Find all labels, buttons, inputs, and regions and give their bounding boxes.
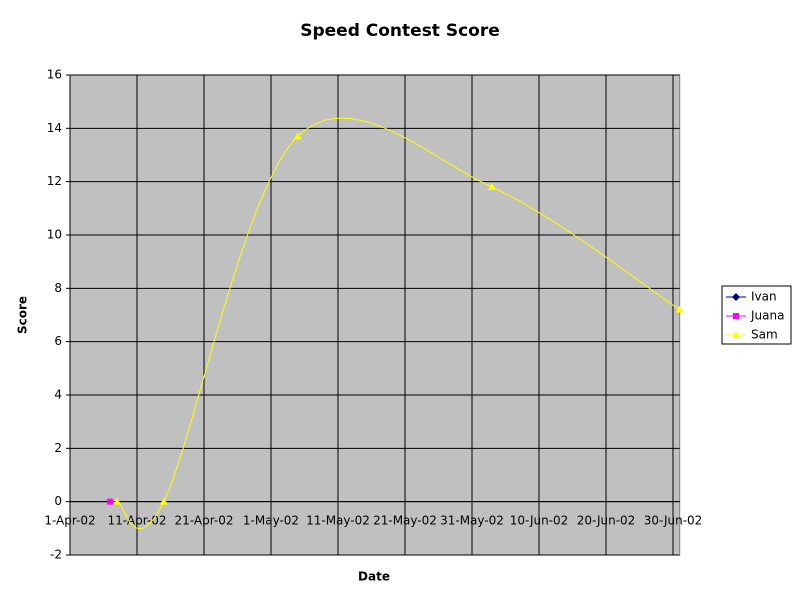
y-tick-label: 8 (54, 281, 62, 295)
y-tick-label: -2 (50, 548, 62, 562)
x-tick-label: 10-Jun-02 (510, 514, 569, 528)
marker (107, 498, 114, 505)
x-tick-label: 1-May-02 (243, 514, 299, 528)
x-tick-label: 11-May-02 (306, 514, 370, 528)
x-tick-label: 30-Jun-02 (644, 514, 703, 528)
legend-label: Sam (751, 328, 778, 342)
x-tick-label: 20-Jun-02 (577, 514, 636, 528)
marker (293, 132, 302, 140)
marker (732, 331, 740, 338)
marker (732, 293, 740, 301)
y-tick-label: 16 (47, 68, 62, 82)
y-tick-label: 12 (47, 174, 62, 188)
legend: Ivan Juana Sam (721, 285, 792, 345)
x-tick-label: 21-Apr-02 (175, 514, 234, 528)
marker (159, 497, 168, 505)
plot-area (69, 74, 681, 556)
chart-title: Speed Contest Score (300, 21, 500, 41)
x-tick-label: 21-May-02 (373, 514, 437, 528)
y-tick-label: 2 (54, 441, 62, 455)
marker (675, 305, 684, 313)
marker (733, 313, 739, 319)
y-tick-label: 14 (47, 121, 62, 135)
y-tick-label: 0 (54, 494, 62, 508)
y-tick-label: 4 (54, 388, 62, 402)
legend-label: Ivan (751, 290, 777, 304)
x-tick-label: 11-Apr-02 (108, 514, 167, 528)
y-tick-label: 10 (47, 228, 62, 242)
marker (112, 497, 121, 505)
legend-label: Juana (750, 309, 784, 323)
marker (488, 183, 497, 190)
x-tick-label: 31-May-02 (440, 514, 504, 528)
y-axis-label: Score (16, 296, 30, 334)
x-axis-label: Date (358, 570, 390, 584)
y-tick-label: 6 (54, 334, 62, 348)
